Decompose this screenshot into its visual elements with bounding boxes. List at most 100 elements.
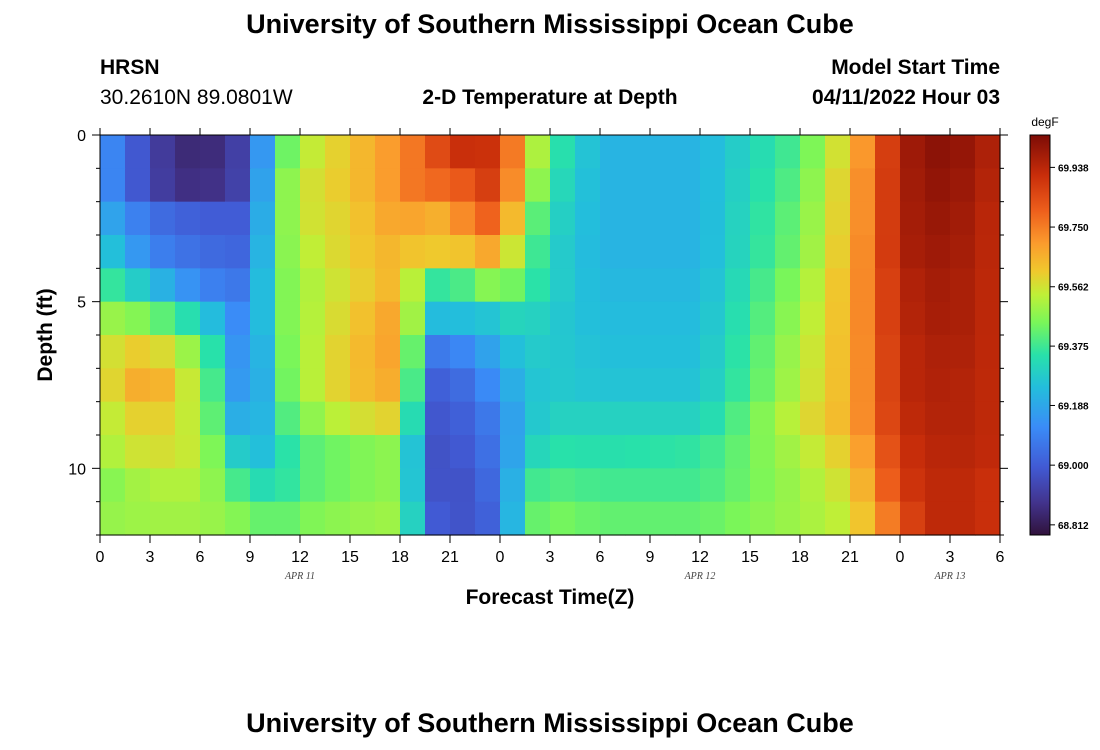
heatmap-cell [500, 335, 526, 369]
heatmap-cell [825, 168, 851, 203]
heatmap-cell [725, 201, 751, 236]
heatmap-cell [350, 368, 376, 403]
heatmap-cell [575, 368, 601, 403]
heatmap-cell [100, 168, 126, 203]
colorbar [1029, 134, 1051, 536]
heatmap-cell [850, 468, 876, 503]
heatmap-cell [200, 201, 226, 236]
heatmap-cell [275, 301, 301, 336]
heatmap-cell [900, 468, 926, 503]
heatmap-cell [600, 135, 626, 169]
station-name: HRSN [100, 56, 160, 79]
heatmap-cell [700, 501, 726, 536]
heatmap-cell [475, 135, 501, 169]
heatmap-cell [525, 135, 551, 169]
heatmap-cell [275, 368, 301, 403]
heatmap-cell [925, 235, 951, 269]
heatmap-cell [125, 235, 151, 269]
heatmap-cell [600, 468, 626, 503]
heatmap-cell [125, 135, 151, 169]
heatmap-cell [750, 468, 776, 503]
heatmap-cell [925, 168, 951, 203]
heatmap-cell [325, 301, 351, 336]
colorbar-label: 69.000 [1058, 461, 1089, 472]
heatmap-cell [250, 135, 276, 169]
heatmap-cell [175, 268, 201, 303]
heatmap-cell [425, 401, 451, 436]
heatmap-cell [575, 168, 601, 203]
heatmap-cell [925, 435, 951, 469]
heatmap-cell [475, 401, 501, 436]
heatmap-cell [475, 501, 501, 536]
heatmap-cell [625, 501, 651, 536]
heatmap-cell [125, 301, 151, 336]
heatmap-cell [850, 268, 876, 303]
heatmap-cell [550, 335, 576, 369]
heatmap-cell [150, 468, 176, 503]
heatmap-cell [175, 135, 201, 169]
heatmap-cell [350, 168, 376, 203]
heatmap-cell [575, 501, 601, 536]
heatmap-cell [900, 268, 926, 303]
heatmap-cell [725, 501, 751, 536]
heatmap-cell [925, 135, 951, 169]
heatmap-cell [400, 135, 426, 169]
date-label: APR 13 [934, 571, 966, 582]
heatmap-cell [500, 501, 526, 536]
heatmap-cell [550, 501, 576, 536]
heatmap-cell [450, 368, 476, 403]
heatmap-cell [450, 268, 476, 303]
heatmap-cell [200, 268, 226, 303]
heatmap-cell [925, 268, 951, 303]
heatmap-cell [975, 501, 1001, 536]
heatmap-cell [600, 268, 626, 303]
heatmap-cell [725, 301, 751, 336]
heatmap-cell [575, 201, 601, 236]
heatmap-cell [650, 201, 676, 236]
heatmap-cell [225, 268, 251, 303]
heatmap-cell [650, 435, 676, 469]
heatmap-cell [550, 168, 576, 203]
heatmap-cell [250, 201, 276, 236]
heatmap-cell [350, 501, 376, 536]
heatmap-cell [175, 501, 201, 536]
heatmap-cell [200, 301, 226, 336]
x-tick-label: 15 [341, 549, 359, 566]
heatmap-cell [425, 201, 451, 236]
heatmap-cell [850, 368, 876, 403]
heatmap-cell [150, 335, 176, 369]
x-tick-label: 21 [841, 549, 859, 566]
heatmap-cell [775, 468, 801, 503]
heatmap-cell [850, 401, 876, 436]
heatmap-cell [650, 335, 676, 369]
colorbar-unit: degF [1031, 115, 1058, 129]
heatmap-cell [725, 368, 751, 403]
station-coordinates: 30.2610N 89.0801W [100, 86, 293, 109]
heatmap-cell [775, 201, 801, 236]
heatmap-cell [875, 335, 901, 369]
heatmap-cell [625, 468, 651, 503]
colorbar-label: 69.750 [1058, 223, 1089, 234]
heatmap-cell [550, 401, 576, 436]
heatmap-cell [650, 168, 676, 203]
x-tick-label: 9 [246, 549, 255, 566]
heatmap-cell [425, 268, 451, 303]
heatmap-cell [500, 401, 526, 436]
heatmap-cell [275, 435, 301, 469]
heatmap-cell [800, 201, 826, 236]
heatmap-cell [700, 268, 726, 303]
colorbar-label: 69.375 [1058, 342, 1089, 353]
colorbar-label: 69.938 [1058, 163, 1089, 174]
date-label: APR 11 [284, 571, 315, 582]
heatmap-cell [650, 468, 676, 503]
heatmap-cell [725, 268, 751, 303]
heatmap-cell [475, 368, 501, 403]
heatmap-cell [825, 335, 851, 369]
heatmap-cell [150, 168, 176, 203]
heatmap-cell [650, 501, 676, 536]
heatmap-cell [650, 401, 676, 436]
heatmap-cell [550, 435, 576, 469]
heatmap-cell [450, 335, 476, 369]
heatmap-cell [550, 201, 576, 236]
